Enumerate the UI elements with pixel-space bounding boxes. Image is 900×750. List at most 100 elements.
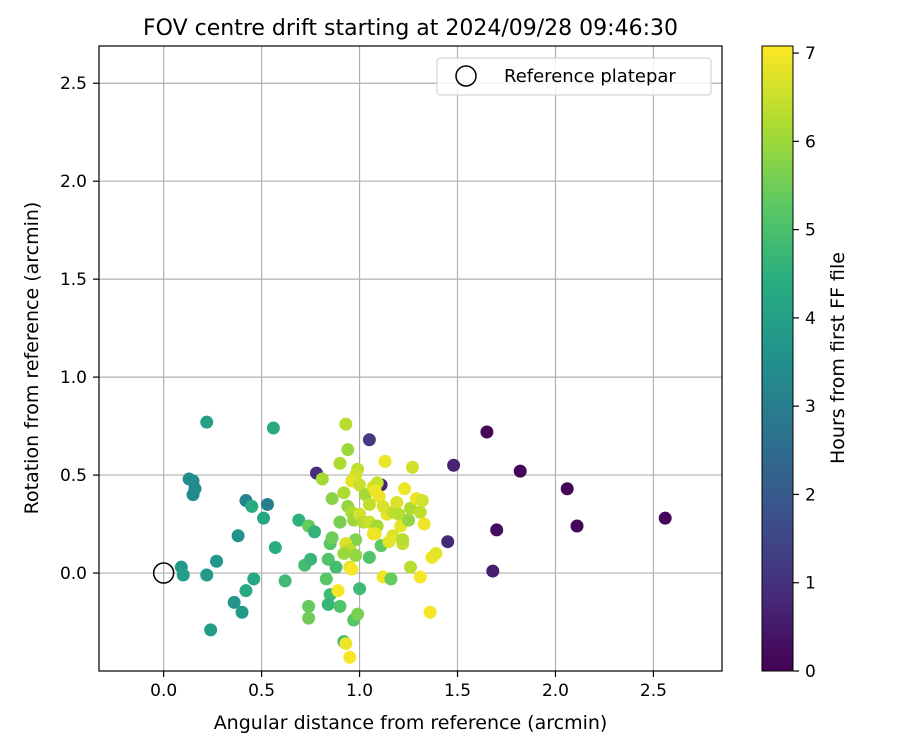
colorbar-tick-label: 3 bbox=[805, 397, 816, 417]
data-point bbox=[382, 535, 396, 549]
data-point bbox=[278, 574, 292, 588]
data-point bbox=[353, 582, 367, 596]
y-axis-ticks: 0.0 0.5 1.0 1.5 2.0 2.5 bbox=[60, 74, 99, 584]
colorbar-tick-label: 6 bbox=[805, 132, 816, 152]
data-point bbox=[333, 456, 347, 470]
data-point bbox=[390, 496, 404, 510]
legend-box bbox=[436, 57, 712, 96]
data-point bbox=[321, 597, 335, 611]
data-point bbox=[186, 488, 200, 502]
data-point bbox=[260, 497, 274, 511]
data-point bbox=[404, 560, 417, 574]
colorbar-label: Hours from first FF file bbox=[827, 252, 849, 464]
data-point bbox=[405, 460, 419, 474]
legend-marker bbox=[455, 65, 477, 87]
x-axis-ticks: 0.0 0.5 1.0 1.5 2.0 2.5 bbox=[150, 671, 667, 701]
colorbar: 0 1 2 3 4 5 6 7 Hours from first FF file bbox=[761, 44, 849, 682]
data-point bbox=[247, 572, 261, 586]
reference-marker bbox=[152, 562, 175, 584]
data-point bbox=[204, 623, 218, 637]
y-tick-label: 0.5 bbox=[60, 466, 87, 486]
data-point bbox=[200, 415, 214, 429]
colorbar-gradient bbox=[761, 45, 794, 672]
y-tick-label: 0.0 bbox=[60, 564, 87, 584]
data-point bbox=[227, 595, 241, 609]
colorbar-tick-label: 4 bbox=[805, 309, 816, 329]
data-points bbox=[174, 415, 672, 664]
y-tick-label: 1.5 bbox=[60, 270, 87, 290]
data-point bbox=[235, 605, 249, 619]
data-point bbox=[415, 494, 429, 508]
data-point bbox=[210, 554, 224, 568]
data-point bbox=[413, 570, 427, 584]
legend-label: Reference platepar bbox=[504, 66, 676, 87]
data-point bbox=[658, 511, 672, 525]
x-tick-label: 0.0 bbox=[150, 681, 177, 701]
data-point bbox=[378, 454, 392, 468]
data-point bbox=[176, 568, 190, 582]
data-point bbox=[333, 515, 347, 529]
y-axis-label: Rotation from reference (arcmin) bbox=[21, 202, 43, 515]
data-point bbox=[490, 523, 504, 537]
data-point bbox=[362, 433, 376, 447]
x-tick-label: 2.0 bbox=[542, 681, 569, 701]
data-point bbox=[480, 425, 494, 439]
y-tick-label: 2.0 bbox=[60, 172, 87, 192]
data-point bbox=[343, 650, 357, 664]
data-point bbox=[339, 417, 353, 431]
data-point bbox=[302, 599, 316, 613]
colorbar-tick-label: 0 bbox=[805, 662, 816, 682]
data-point bbox=[402, 513, 416, 527]
data-point bbox=[304, 552, 318, 566]
data-point bbox=[447, 458, 461, 472]
data-point bbox=[302, 611, 316, 625]
data-point bbox=[268, 541, 282, 555]
colorbar-tick-label: 5 bbox=[805, 221, 816, 241]
chart-title: FOV centre drift starting at 2024/09/28 … bbox=[143, 16, 678, 41]
data-point bbox=[349, 548, 363, 562]
data-point bbox=[362, 550, 376, 564]
colorbar-tick-label: 2 bbox=[805, 485, 816, 505]
data-point bbox=[384, 572, 398, 586]
y-tick-label: 2.5 bbox=[60, 74, 87, 94]
data-point bbox=[429, 546, 443, 560]
data-point bbox=[231, 529, 245, 543]
data-point bbox=[325, 531, 339, 545]
data-point bbox=[513, 464, 527, 478]
data-point bbox=[423, 605, 437, 619]
data-point bbox=[404, 501, 417, 515]
data-point bbox=[441, 535, 455, 549]
x-tick-label: 1.0 bbox=[346, 681, 373, 701]
data-point bbox=[337, 546, 351, 560]
data-point bbox=[341, 443, 355, 457]
data-point bbox=[396, 533, 410, 547]
x-axis-label: Angular distance from reference (arcmin) bbox=[214, 712, 608, 734]
data-point bbox=[353, 478, 367, 492]
data-point bbox=[362, 497, 376, 511]
data-point bbox=[349, 533, 363, 547]
y-tick-label: 1.0 bbox=[60, 368, 87, 388]
grid bbox=[99, 46, 722, 671]
data-point bbox=[560, 482, 574, 496]
legend: Reference platepar bbox=[436, 57, 712, 96]
colorbar-tick-label: 1 bbox=[805, 574, 816, 594]
data-point bbox=[331, 584, 345, 598]
data-point bbox=[308, 525, 322, 539]
data-point bbox=[200, 568, 214, 582]
data-point bbox=[392, 507, 406, 521]
data-point bbox=[351, 607, 365, 621]
data-point bbox=[292, 513, 306, 527]
data-point bbox=[329, 560, 343, 574]
data-point bbox=[417, 517, 431, 531]
x-tick-label: 1.5 bbox=[444, 681, 471, 701]
data-point bbox=[333, 599, 347, 613]
reference-layer bbox=[152, 562, 175, 584]
data-point bbox=[368, 484, 382, 498]
data-point bbox=[257, 511, 271, 525]
data-point bbox=[319, 572, 333, 586]
data-point bbox=[413, 505, 427, 519]
colorbar-tick-label: 7 bbox=[805, 44, 816, 64]
colorbar-ticks: 0 1 2 3 4 5 6 7 bbox=[793, 44, 816, 682]
data-point bbox=[366, 527, 380, 541]
